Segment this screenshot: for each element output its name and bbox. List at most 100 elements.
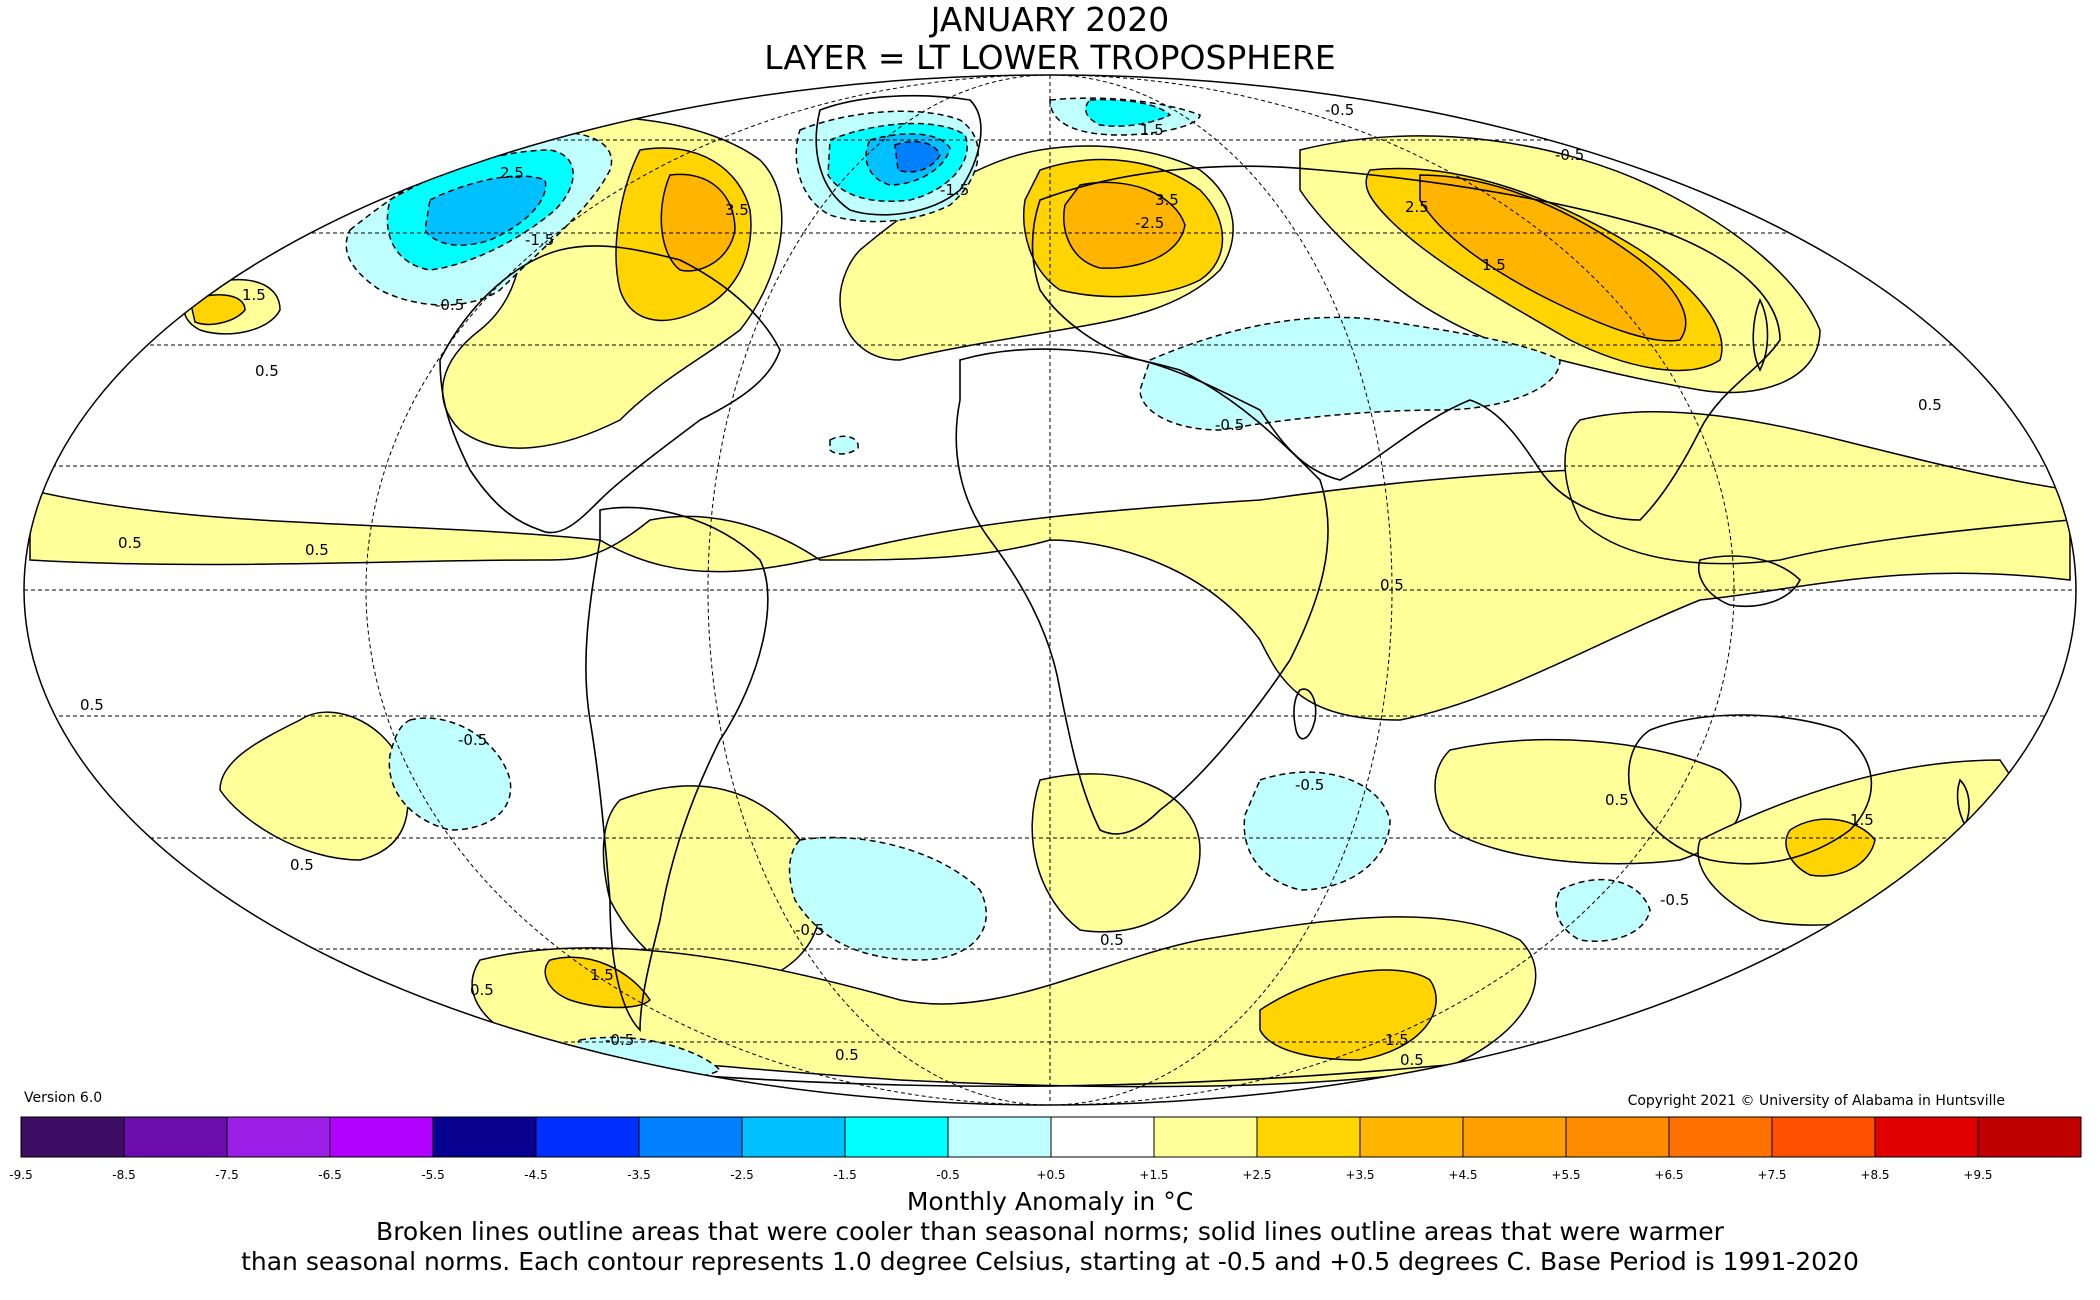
- legend-swatch: [1977, 1116, 2082, 1158]
- coast-north-america: [439, 245, 781, 534]
- warm-region-tasman-core: [1785, 818, 1876, 877]
- coastlines: [359, 94, 1970, 1088]
- legend-tick-label: -9.5: [9, 1168, 33, 1182]
- legend-swatch: [1771, 1116, 1876, 1158]
- cool-region-mid-atlantic: [829, 435, 859, 455]
- legend-tick-label: -5.5: [421, 1168, 445, 1182]
- legend-swatch: [20, 1116, 125, 1158]
- legend-swatch: [1874, 1116, 1979, 1158]
- legend-tick-label: +5.5: [1551, 1168, 1581, 1182]
- warm-region-tropical-band: [29, 466, 2071, 721]
- contour-label: 0.5: [835, 1046, 859, 1064]
- contour-label: -0.5: [1555, 146, 1584, 164]
- contour-label: 1.5: [590, 966, 614, 984]
- legend-swatch: [432, 1116, 537, 1158]
- copyright-label: Copyright 2021 © University of Alabama i…: [1627, 1093, 2005, 1109]
- legend-tick-label: -6.5: [318, 1168, 342, 1182]
- caption-line-1: Broken lines outline areas that were coo…: [376, 1217, 1724, 1246]
- legend-tick-label: +0.5: [1036, 1168, 1066, 1182]
- legend-tick-label: +6.5: [1654, 1168, 1684, 1182]
- contour-label: 0.5: [305, 541, 329, 559]
- legend-swatch: [1359, 1116, 1464, 1158]
- cool-region-south-atlantic: [788, 836, 987, 961]
- warm-region-siberia-peak: [1419, 174, 1687, 342]
- contour-label: 0.5: [1100, 931, 1124, 949]
- coast-japan: [1752, 298, 1769, 372]
- contour-label: -1.5: [525, 231, 554, 249]
- contour-label: -0.5: [1660, 891, 1689, 909]
- warm-region-antarctic-core: [1259, 969, 1437, 1061]
- cool-region-arctic-core: [1084, 98, 1172, 127]
- contour-label: -2.5: [1135, 214, 1164, 232]
- contour-label: 0.5: [80, 696, 104, 714]
- coast-eurasia: [1031, 165, 1781, 521]
- legend-tick-label: +4.5: [1448, 1168, 1478, 1182]
- legend-swatch: [844, 1116, 949, 1158]
- legend-swatch: [1668, 1116, 1773, 1158]
- warm-region-europe-peak: [1063, 181, 1186, 269]
- coast-maritime-asia: [1698, 555, 1801, 608]
- graticule-meridian: [707, 75, 1393, 1105]
- contour-label: -0.5: [605, 1031, 634, 1049]
- contour-label: 1.5: [1385, 1031, 1409, 1049]
- contour-label: 0.5: [1380, 576, 1404, 594]
- cool-region-africa-south: [1243, 771, 1391, 891]
- caption-line-2: than seasonal norms. Each contour repres…: [241, 1247, 1859, 1276]
- contour-label: 0.5: [1918, 396, 1942, 414]
- legend-tick-label: +1.5: [1139, 1168, 1169, 1182]
- legend-tick-label: +3.5: [1345, 1168, 1375, 1182]
- coast-australia: [1627, 714, 1873, 865]
- contour-label: 1.5: [1482, 256, 1506, 274]
- legend-tick-label: +9.5: [1963, 1168, 1993, 1182]
- warm-region-north-america-peak: [660, 173, 736, 272]
- legend-swatch: [741, 1116, 846, 1158]
- legend-swatch: [1565, 1116, 1670, 1158]
- legend-tick-label: -4.5: [524, 1168, 548, 1182]
- contour-label: 0.5: [255, 362, 279, 380]
- contour-label: 3.5: [725, 201, 749, 219]
- globe-outline: [23, 74, 2077, 1106]
- contour-label: 0.5: [118, 534, 142, 552]
- contour-label: 0.5: [1605, 791, 1629, 809]
- graticule-meridian: [365, 75, 1735, 1105]
- warm-region-asia-pacific: [1564, 410, 2071, 565]
- warm-region-southern-pacific-core: [544, 956, 651, 1009]
- contour-label: 0.5: [470, 981, 494, 999]
- contour-label: -0.5: [1325, 101, 1354, 119]
- legend-swatch: [123, 1116, 228, 1158]
- contour-label: 2.5: [500, 164, 524, 182]
- warm-zone-2p5: [660, 173, 1687, 342]
- legend-swatch: [1256, 1116, 1361, 1158]
- color-legend: [20, 1116, 2082, 1158]
- contour-label: -0.5: [435, 296, 464, 314]
- legend-swatch: [1050, 1116, 1155, 1158]
- contour-label: -0.5: [795, 921, 824, 939]
- contour-label: -0.5: [1215, 416, 1244, 434]
- contour-label: -1.5: [940, 181, 969, 199]
- contour-label: 0.5: [290, 856, 314, 874]
- warm-region-south-pacific: [219, 711, 409, 861]
- legend-tick-label: -7.5: [215, 1168, 239, 1182]
- legend-swatch: [947, 1116, 1052, 1158]
- legend-tick-label: -8.5: [112, 1168, 136, 1182]
- legend-tick-label: +8.5: [1860, 1168, 1890, 1182]
- legend-tick-label: -2.5: [730, 1168, 754, 1182]
- cool-zone-neg3p5: [894, 140, 941, 173]
- cool-region-east-pacific: [388, 717, 512, 831]
- contour-label: -0.5: [458, 731, 487, 749]
- legend-swatch: [1462, 1116, 1567, 1158]
- contour-label: 1.5: [242, 286, 266, 304]
- legend-swatch: [1153, 1116, 1258, 1158]
- cool-region-greenland-deep: [894, 140, 941, 173]
- legend-tick-label: +7.5: [1757, 1168, 1787, 1182]
- contour-label: 1.5: [1850, 811, 1874, 829]
- map-subtitle: LAYER = LT LOWER TROPOSPHERE: [764, 38, 1336, 77]
- version-label: Version 6.0: [24, 1090, 103, 1106]
- legend-swatch: [535, 1116, 640, 1158]
- legend-unit-label: Monthly Anomaly in °C: [906, 1187, 1194, 1216]
- coast-greenland: [815, 94, 982, 216]
- cool-region-alaska-peak: [424, 175, 547, 246]
- coast-madagascar: [1293, 688, 1317, 740]
- anomaly-fields: [24, 75, 2076, 1105]
- legend-swatch: [638, 1116, 743, 1158]
